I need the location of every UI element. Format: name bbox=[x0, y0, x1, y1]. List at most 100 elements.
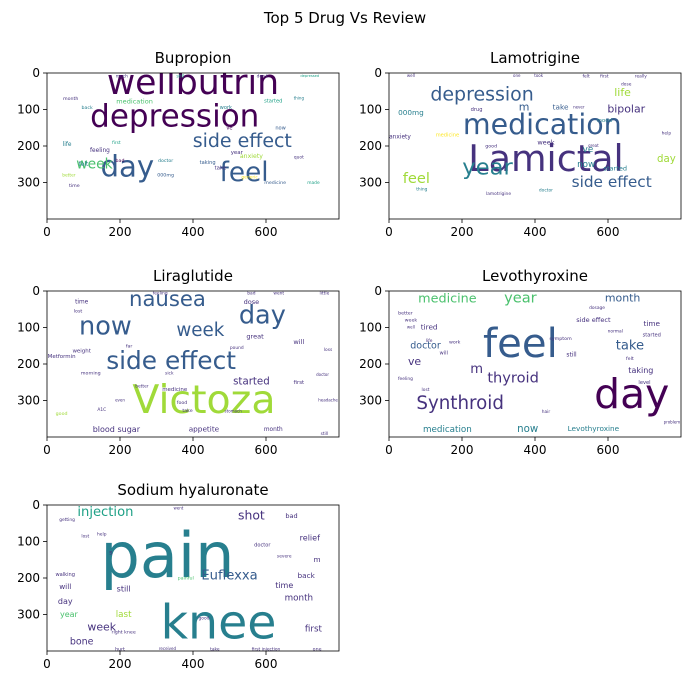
word-life: life bbox=[426, 338, 433, 344]
word-problem: problem bbox=[664, 419, 681, 424]
word-medicine: medicine bbox=[418, 292, 477, 307]
plot-area bbox=[389, 73, 681, 219]
word-feeling: feeling bbox=[90, 148, 110, 154]
x-tick-label: 0 bbox=[43, 225, 51, 239]
word-week: week bbox=[87, 620, 116, 633]
x-tick-label: 200 bbox=[451, 443, 474, 457]
word-doctor: doctor bbox=[410, 340, 441, 351]
word-went: went bbox=[273, 290, 284, 296]
word-level: level bbox=[638, 380, 650, 386]
word-far: far bbox=[126, 343, 133, 349]
word-metformin: Metformin bbox=[48, 354, 76, 360]
word-medicine: medicine bbox=[436, 133, 459, 139]
word-much: much bbox=[116, 73, 128, 79]
y-tick-label: 100 bbox=[359, 103, 382, 117]
panel-title: Bupropion bbox=[155, 49, 232, 67]
word-take: take bbox=[210, 647, 220, 653]
word-first: first bbox=[600, 73, 609, 79]
word-nausea: nausea bbox=[129, 286, 206, 311]
word-anxiety: anxiety bbox=[389, 134, 411, 140]
x-tick-label: 0 bbox=[385, 443, 393, 457]
y-tick-label: 300 bbox=[359, 394, 382, 408]
word-still: still bbox=[321, 431, 329, 437]
word-m: m bbox=[519, 101, 530, 114]
word-never: never bbox=[573, 105, 585, 110]
y-tick-label: 0 bbox=[374, 66, 382, 80]
word-victoza: Victoza bbox=[132, 377, 275, 423]
word-first: first bbox=[112, 140, 121, 146]
word-started: started bbox=[643, 332, 661, 338]
word-take: take bbox=[553, 103, 569, 112]
word-year: year bbox=[504, 289, 537, 306]
x-tick-label: 400 bbox=[524, 443, 547, 457]
word-knee: knee bbox=[161, 595, 277, 650]
word-back: back bbox=[82, 105, 94, 111]
word-bad: bad bbox=[285, 512, 297, 520]
word-painful: painful bbox=[178, 576, 194, 582]
word-doctor: doctor bbox=[158, 158, 173, 164]
word-blood-sugar: blood sugar bbox=[93, 425, 141, 434]
word-received: received bbox=[159, 646, 177, 651]
x-tick-label: 200 bbox=[109, 443, 132, 457]
word-time: time bbox=[69, 183, 80, 189]
word-first-injection: first injection bbox=[252, 647, 281, 653]
word-morning: morning bbox=[81, 371, 101, 377]
word-went: went bbox=[173, 506, 183, 511]
y-tick-label: 300 bbox=[17, 394, 40, 408]
word-month: month bbox=[605, 291, 641, 304]
word-day: day bbox=[657, 154, 676, 165]
word-side-effect: side effect bbox=[576, 316, 611, 324]
y-tick-label: 0 bbox=[374, 284, 382, 298]
x-tick-label: 400 bbox=[524, 225, 547, 239]
word-anxiety: anxiety bbox=[240, 153, 263, 160]
x-tick-label: 200 bbox=[109, 225, 132, 239]
word-s: s bbox=[109, 548, 113, 556]
word-dose: dose bbox=[244, 298, 260, 306]
word-good: good bbox=[56, 411, 68, 417]
figure-title: Top 5 Drug Vs Review bbox=[263, 9, 426, 27]
y-tick-label: 0 bbox=[32, 66, 40, 80]
panel-title: Lamotrigine bbox=[490, 49, 580, 67]
panel-title: Sodium hyaluronate bbox=[117, 481, 268, 499]
word-time: time bbox=[644, 319, 661, 328]
word-now: now bbox=[275, 125, 286, 131]
word-still: still bbox=[117, 584, 131, 593]
word-feel: feel bbox=[483, 321, 558, 367]
word-felt: felt bbox=[79, 162, 89, 168]
word-levothyroxine: Levothyroxine bbox=[568, 424, 620, 433]
word-headache: headache bbox=[318, 398, 338, 403]
word-time: time bbox=[275, 581, 293, 590]
word-shot: shot bbox=[238, 507, 265, 522]
word-well: well bbox=[407, 73, 415, 78]
word-day: day bbox=[100, 150, 154, 184]
word-felt: felt bbox=[626, 356, 634, 362]
word-will: will bbox=[440, 351, 448, 357]
word-month: month bbox=[63, 96, 78, 102]
x-tick-label: 0 bbox=[43, 443, 51, 457]
word-medication: medication bbox=[463, 108, 622, 141]
word-feel: feel bbox=[403, 170, 430, 187]
x-tick-label: 0 bbox=[43, 657, 51, 671]
word-mood: mood bbox=[597, 118, 613, 124]
word-made: made bbox=[307, 180, 320, 186]
word-medicine: medicine bbox=[264, 180, 286, 186]
word-ve: ve bbox=[583, 145, 594, 155]
word-felt: felt bbox=[583, 73, 590, 79]
word-year: year bbox=[60, 610, 79, 619]
word-week: week bbox=[537, 138, 554, 146]
y-tick-label: 0 bbox=[32, 498, 40, 512]
word-pound: pound bbox=[230, 345, 244, 351]
word-better: better bbox=[62, 173, 76, 179]
word-drug: drug bbox=[471, 107, 483, 113]
word-feeling: feeling bbox=[398, 376, 413, 382]
word-wellbutrin: wellbutrin bbox=[107, 63, 279, 103]
word-hair: hair bbox=[542, 409, 551, 415]
word-year: year bbox=[231, 150, 244, 156]
word-life: life bbox=[63, 142, 72, 148]
word-feeling: feeling bbox=[153, 290, 168, 296]
word-000mg: 000mg bbox=[398, 108, 424, 117]
word-quot: quot bbox=[294, 154, 304, 160]
